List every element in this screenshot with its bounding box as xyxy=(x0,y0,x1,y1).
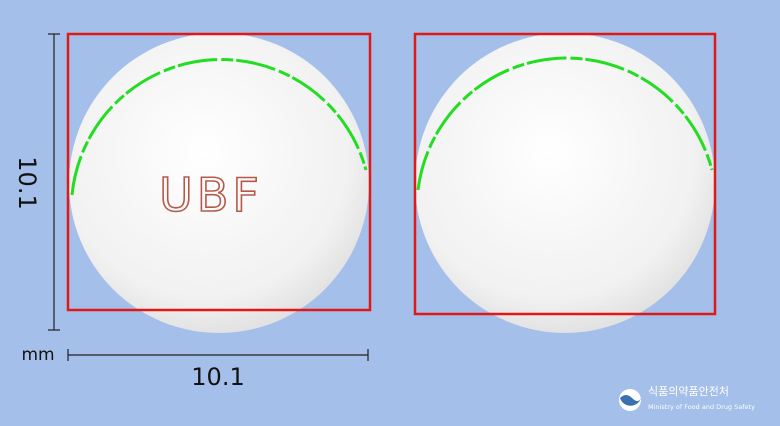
logo-emblem-part xyxy=(620,395,641,406)
width-label: 10.1 xyxy=(191,363,244,391)
imprint: UBF xyxy=(159,168,263,222)
dimension-lines xyxy=(48,33,369,361)
height-label: 10.1 xyxy=(13,156,41,209)
pill-body xyxy=(415,33,715,333)
logo-english: Ministry of Food and Drug Safety xyxy=(648,403,755,411)
pill-body xyxy=(69,33,369,333)
logo: 식품의약품안전처 Ministry of Food and Drug Safet… xyxy=(619,384,755,411)
pill-outline xyxy=(416,56,714,191)
bounding-box xyxy=(413,32,717,316)
pill-back xyxy=(413,32,717,333)
pill-outline xyxy=(70,58,368,196)
unit-label: mm xyxy=(21,345,54,365)
bounding-box xyxy=(66,32,372,312)
pill-front: UBF xyxy=(66,32,372,333)
logo-korean: 식품의약품안전처 xyxy=(648,384,729,398)
